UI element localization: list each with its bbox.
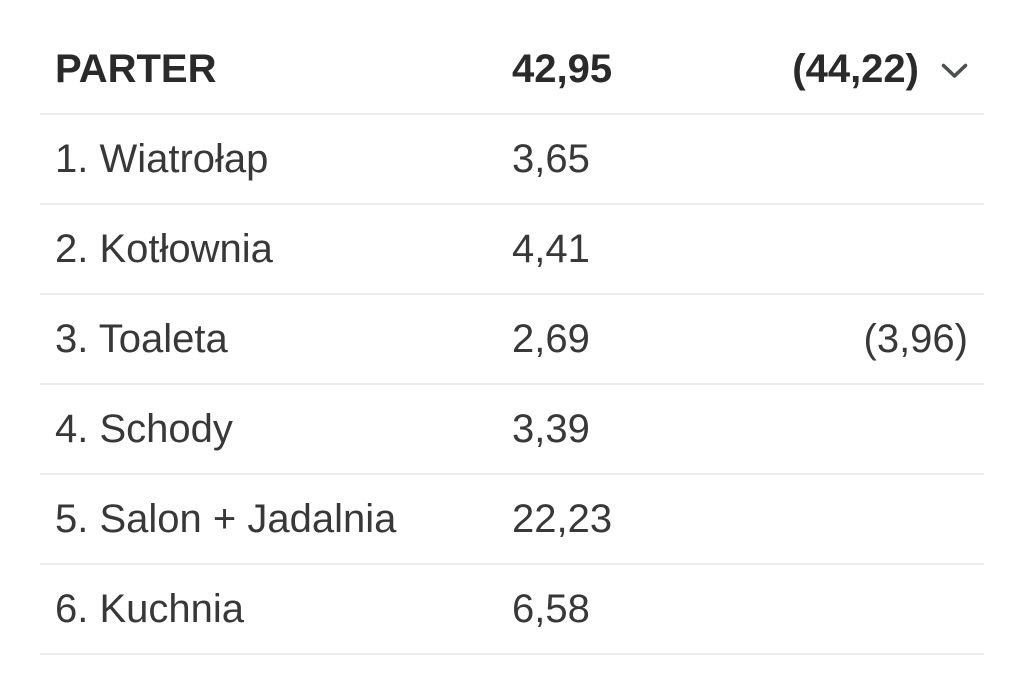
section-header-parter[interactable]: PARTER 42,95 (44,22) (40, 25, 984, 115)
table-row[interactable]: 1. Wiatrołap 3,65 (40, 115, 984, 205)
room-area-value: 4,41 (512, 226, 590, 271)
room-name: 1. Wiatrołap (55, 136, 269, 181)
room-name: 3. Toaleta (55, 316, 228, 361)
room-name: 5. Salon + Jadalnia (55, 496, 397, 541)
room-area-value: 2,69 (512, 316, 590, 361)
section-title: PARTER (55, 46, 217, 91)
room-name: 6. Kuchnia (55, 586, 245, 631)
table-row[interactable]: 5. Salon + Jadalnia 22,23 (40, 475, 984, 565)
table-row[interactable]: 4. Schody 3,39 (40, 385, 984, 475)
chevron-down-icon[interactable] (941, 63, 968, 80)
room-area-table: PARTER 42,95 (44,22) 1. Wiatrołap 3,65 2… (40, 0, 984, 655)
room-name: 4. Schody (55, 406, 233, 451)
table-body: 1. Wiatrołap 3,65 2. Kotłownia 4,41 3. T… (40, 115, 984, 655)
section-total-gross-area: (44,22) (792, 46, 919, 91)
room-area-value: 3,39 (512, 406, 590, 451)
table-row[interactable]: 2. Kotłownia 4,41 (40, 205, 984, 295)
table-row[interactable]: 3. Toaleta 2,69 (3,96) (40, 295, 984, 385)
section-total-area: 42,95 (512, 46, 613, 91)
room-area-value: 6,58 (512, 586, 590, 631)
room-area-value: 22,23 (512, 496, 613, 541)
table-row[interactable]: 6. Kuchnia 6,58 (40, 565, 984, 655)
room-gross-area-value: (3,96) (863, 316, 969, 361)
room-name: 2. Kotłownia (55, 226, 273, 271)
room-area-value: 3,65 (512, 136, 590, 181)
